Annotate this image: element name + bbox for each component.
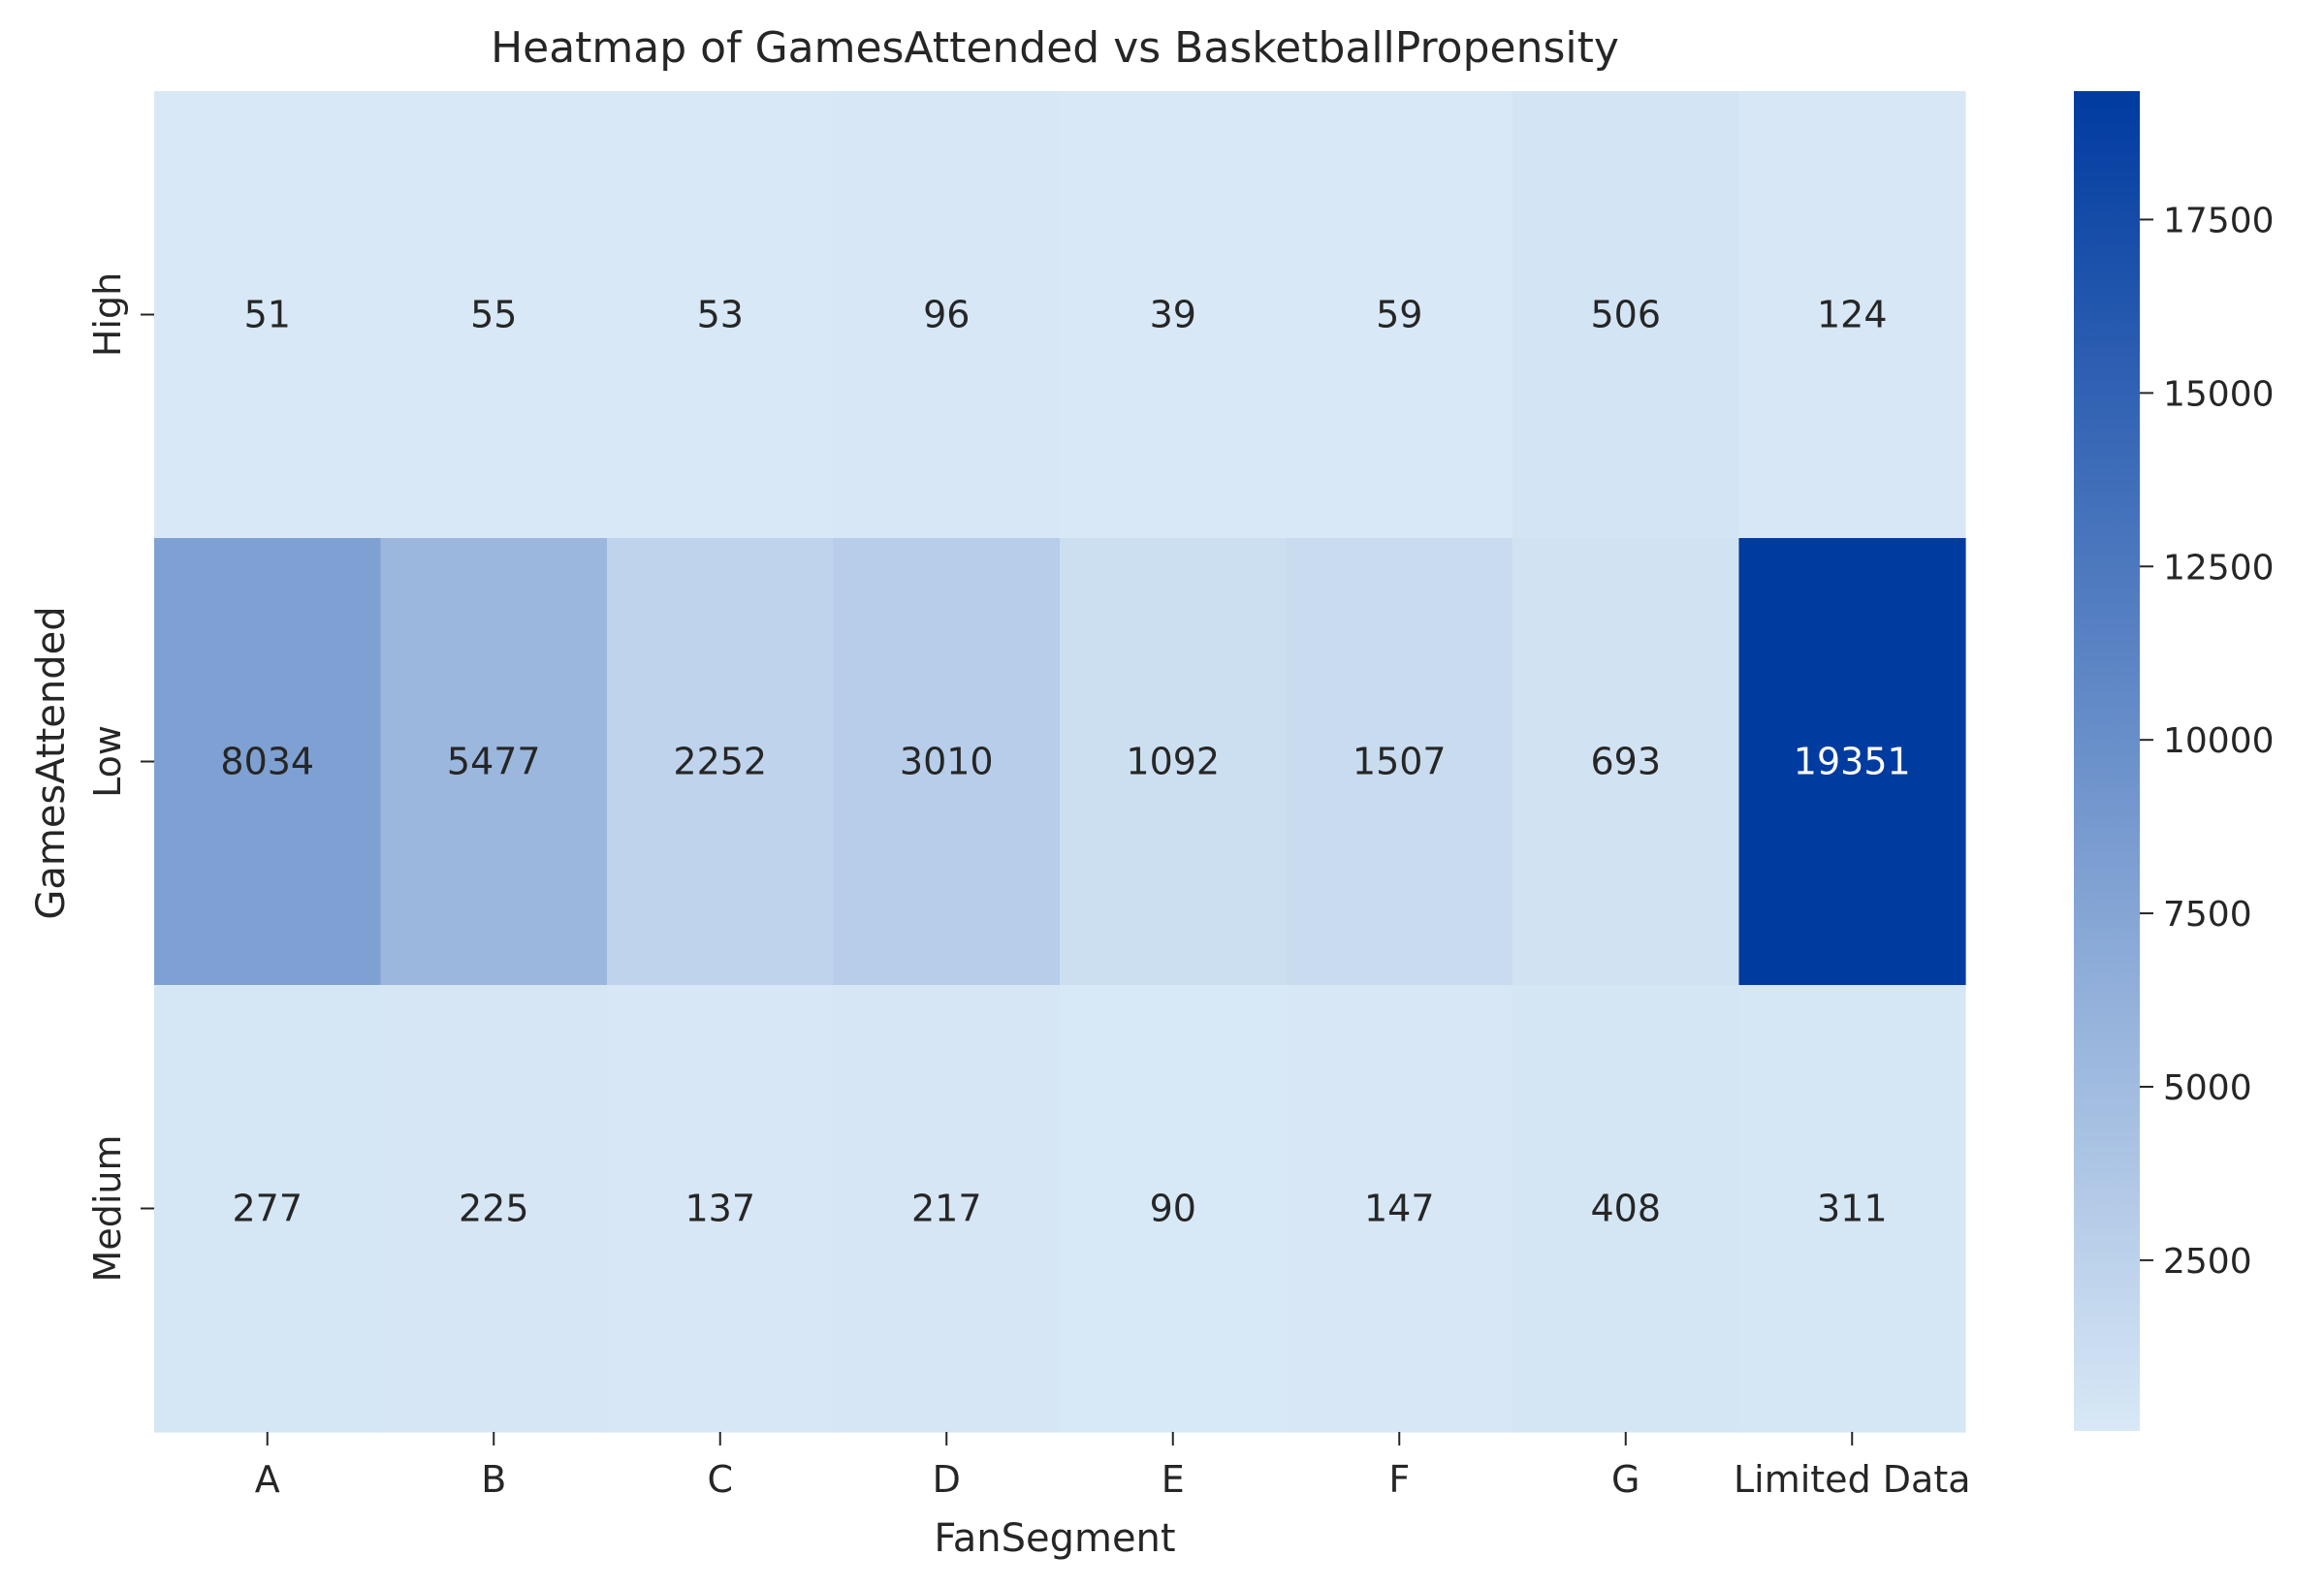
colorbar [2074,91,2140,1431]
x-tick-label: Limited Data [1734,1458,1971,1501]
cell-value-label: 1092 [1126,741,1220,783]
cell-value-label: 51 [244,294,291,336]
cell-value-label: 3010 [900,741,994,783]
heatmap-cell [607,538,835,986]
y-tick-label: High [86,272,129,357]
y-tick-label: Medium [86,1135,129,1283]
heatmap-cell [380,538,608,986]
colorbar-tick-label: 5000 [2163,1068,2252,1108]
cell-value-label: 217 [911,1188,982,1230]
cell-value-label: 147 [1364,1188,1435,1230]
cell-value-label: 1507 [1353,741,1447,783]
cell-value-label: 311 [1817,1188,1888,1230]
colorbar-tick-label: 2500 [2163,1242,2252,1282]
x-tick-label: F [1388,1458,1410,1501]
heatmap-cell [154,538,382,986]
heatmap-cell [380,985,608,1433]
heatmap-cells: 51 55 53 96 39 59 506 124 8034 5477 2252 3010 1092 15… [154,91,1966,1433]
y-axis-label: GamesAttended [29,606,74,919]
cell-value-label: 53 [697,294,744,336]
heatmap-cell [1286,985,1513,1433]
colorbar-tick-label: 12500 [2163,548,2275,588]
heatmap-cell [1286,538,1513,986]
heatmap-cell [1060,91,1288,539]
chart-title: Heatmap of GamesAttended vs BasketballPr… [491,23,1619,73]
cell-value-label: 5477 [447,741,541,783]
cell-value-label: 137 [684,1188,755,1230]
heatmap-cell [833,538,1061,986]
colorbar-tick-label: 17500 [2163,201,2275,240]
heatmap-cell [833,985,1061,1433]
heatmap-cell [1060,985,1288,1433]
heatmap-cell [1286,91,1513,539]
x-tick-label: A [255,1458,280,1501]
heatmap-cell [833,91,1061,539]
y-tick-label: Low [86,725,129,798]
colorbar-tick-label: 10000 [2163,721,2275,761]
cell-value-label: 8034 [220,741,314,783]
heatmap-cell [1512,538,1740,986]
cell-value-label: 693 [1590,741,1661,783]
heatmap-cell [607,91,835,539]
x-axis-label: FanSegment [934,1516,1175,1561]
cell-value-label: 225 [459,1188,529,1230]
heatmap-cell [1738,91,1966,539]
cell-value-label: 408 [1590,1188,1661,1230]
heatmap-cell [154,91,382,539]
x-tick-label: G [1611,1458,1640,1501]
cell-value-label: 90 [1150,1188,1196,1230]
cell-value-label: 506 [1590,294,1661,336]
cell-value-label: 19351 [1794,741,1911,783]
cell-value-label: 124 [1817,294,1888,336]
heatmap-cell [1738,538,1966,986]
heatmap-cell [1512,91,1740,539]
x-tick-label: C [707,1458,733,1501]
heatmap-cell [154,985,382,1433]
cell-value-label: 96 [923,294,970,336]
heatmap-cell [1512,985,1740,1433]
x-tick-label: E [1162,1458,1185,1501]
colorbar-ticks: 2500 5000 7500 10000 12500 15000 17500 [2140,201,2275,1282]
x-axis-ticks: A B C D E F G Limited Data [255,1432,1971,1501]
cell-value-label: 277 [232,1188,302,1230]
x-tick-label: D [933,1458,961,1501]
x-tick-label: B [481,1458,506,1501]
heatmap-cell [380,91,608,539]
cell-value-label: 2252 [673,741,767,783]
heatmap-cell [607,985,835,1433]
heatmap-cell [1060,538,1288,986]
y-axis-ticks: High Low Medium [86,272,154,1283]
cell-value-label: 55 [470,294,517,336]
colorbar-tick-label: 7500 [2163,895,2252,935]
colorbar-tick-label: 15000 [2163,374,2275,414]
cell-value-label: 39 [1150,294,1196,336]
cell-value-label: 59 [1376,294,1422,336]
heatmap-cell [1738,985,1966,1433]
